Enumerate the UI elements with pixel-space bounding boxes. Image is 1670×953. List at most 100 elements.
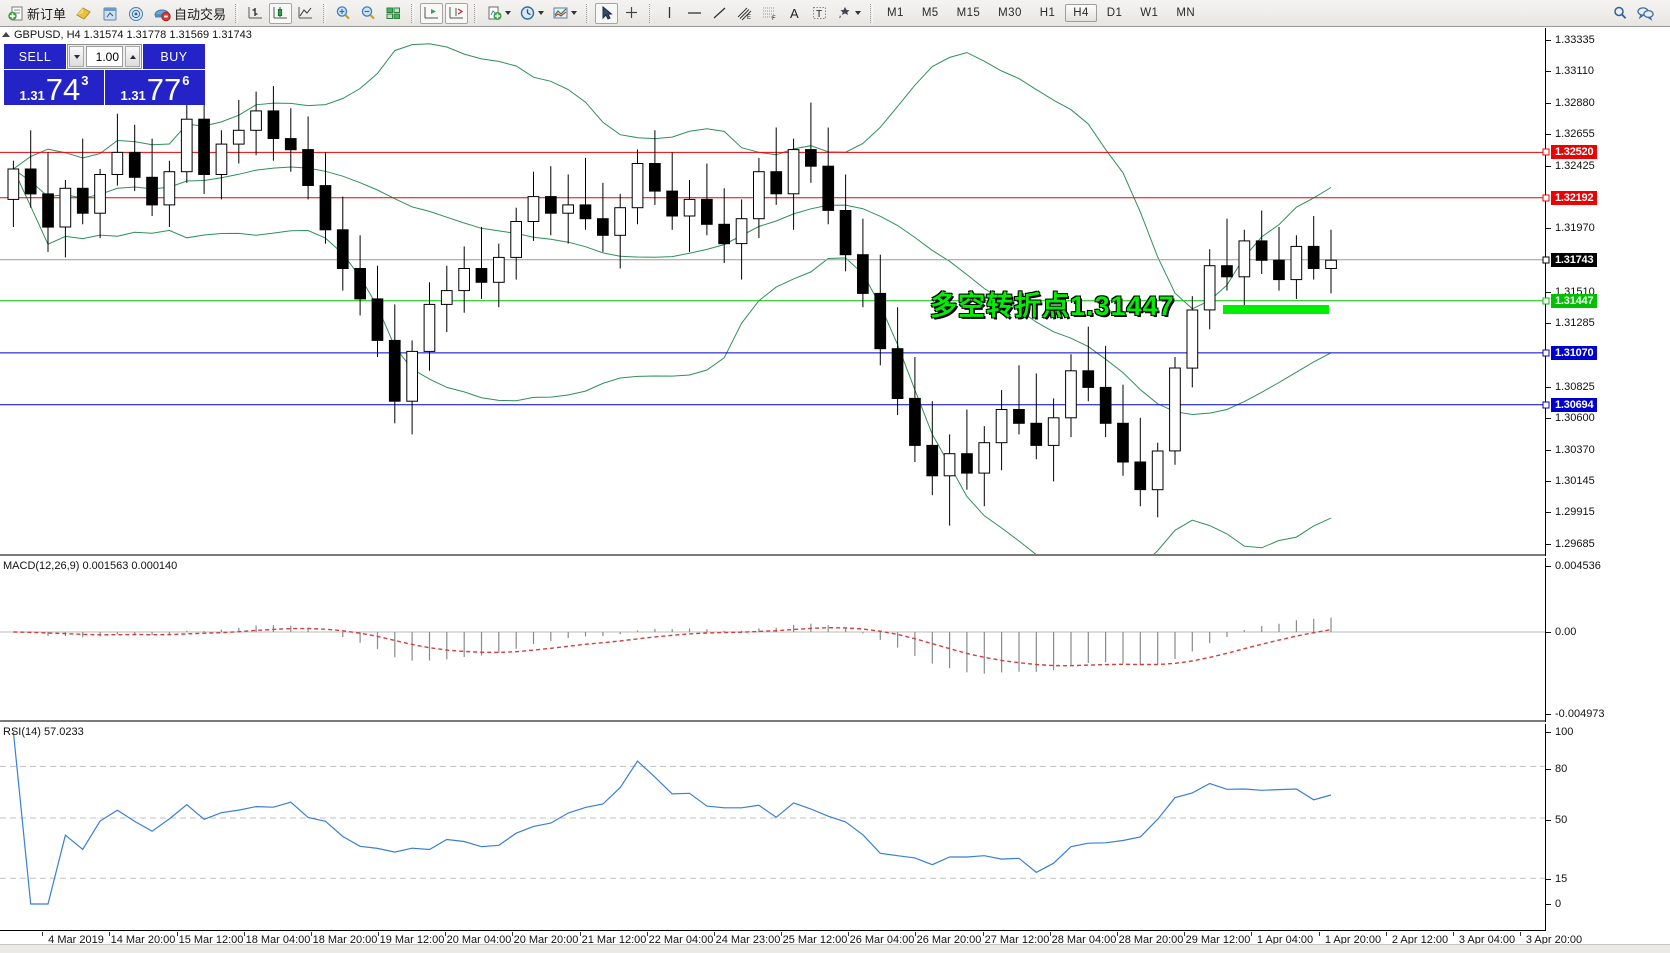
timeframe-w1-button[interactable]: W1	[1140, 7, 1159, 19]
zoom-in-button[interactable]	[332, 3, 355, 24]
buy-button[interactable]: BUY	[143, 44, 205, 69]
time-tick	[781, 932, 782, 936]
rsi-tick: 15	[1546, 873, 1567, 885]
candlestick-chart-button[interactable]	[269, 2, 293, 24]
time-tick	[848, 932, 849, 936]
price-level-tag-resistance[interactable]: 1.32520	[1551, 145, 1598, 160]
timeframe-h1-button[interactable]: H1	[1039, 7, 1056, 19]
price-level-tag-support[interactable]: 1.30694	[1551, 397, 1598, 412]
shapes-button[interactable]	[833, 2, 864, 25]
auto-scroll-button[interactable]	[445, 2, 469, 24]
svg-text:F: F	[772, 16, 776, 21]
volume-increase-button[interactable]	[125, 46, 140, 67]
chevron-down-icon[interactable]	[505, 11, 512, 15]
level-handle[interactable]	[1542, 194, 1550, 202]
expert-advisor-icon	[76, 6, 91, 20]
rsi-line	[12, 731, 1332, 905]
candle-body	[1290, 245, 1303, 281]
time-label: 4 Mar 2019	[48, 934, 104, 946]
level-handle[interactable]	[1542, 256, 1550, 264]
rsi-pane[interactable]: RSI(14) 57.0233	[0, 724, 1545, 931]
sell-price[interactable]: 1.31 74 3	[4, 70, 104, 105]
text-button[interactable]: A	[783, 3, 806, 24]
level-handle[interactable]	[1542, 148, 1550, 156]
candle-body	[215, 143, 228, 175]
volume-stepper[interactable]: 1.00	[67, 44, 142, 69]
toolbar-right-group	[1608, 3, 1666, 24]
timeframe-m1-button[interactable]: M1	[887, 7, 904, 19]
price-scale[interactable]: 1.33335 1.33110 1.32880 1.32655 1.32425 1.319…	[1542, 28, 1670, 556]
cursor-button[interactable]	[595, 2, 619, 24]
bar-chart-button[interactable]	[244, 3, 267, 24]
period-button[interactable]	[516, 2, 547, 25]
timeframe-mn-button[interactable]: MN	[1176, 7, 1196, 19]
volume-input[interactable]: 1.00	[86, 46, 123, 67]
collapse-icon[interactable]	[2, 32, 10, 37]
chevron-down-icon[interactable]	[571, 11, 578, 15]
timeframe-m30-button[interactable]: M30	[998, 7, 1022, 19]
horizontal-line-button[interactable]	[683, 3, 706, 24]
time-tick	[445, 932, 446, 936]
level-handle[interactable]	[1542, 349, 1550, 357]
trendline-button[interactable]	[708, 3, 731, 24]
time-label: 25 Mar 12:00	[782, 934, 848, 946]
chevron-down-icon[interactable]	[855, 11, 862, 15]
level-handle[interactable]	[1542, 297, 1550, 305]
timeframe-h4-button[interactable]: H4	[1065, 4, 1097, 22]
time-tick	[1319, 932, 1320, 936]
toolbar-separator	[586, 3, 590, 23]
buy-price[interactable]: 1.31 77 6	[105, 70, 205, 105]
zoom-in-icon	[336, 6, 350, 20]
sell-button[interactable]: SELL	[4, 44, 66, 69]
fibonacci-button[interactable]: F	[758, 3, 781, 24]
new-order-button[interactable]: 新订单	[5, 2, 69, 25]
tile-windows-button[interactable]	[382, 3, 405, 24]
candle-body	[735, 218, 748, 245]
indicator-button[interactable]	[549, 2, 580, 25]
toolbar-separator	[411, 3, 415, 23]
price-chart-pane[interactable]	[0, 28, 1545, 556]
macd-scale[interactable]: 0.004536 0.00 -0.004973	[1545, 558, 1670, 722]
volume-decrease-button[interactable]	[69, 46, 84, 67]
timeframe-m15-button[interactable]: M15	[956, 7, 981, 19]
auto-trading-button[interactable]: 自动交易	[150, 2, 229, 25]
candle-body	[891, 348, 904, 400]
data-window-button[interactable]	[98, 2, 122, 25]
candle-body	[562, 204, 574, 214]
search-button[interactable]	[1609, 3, 1632, 24]
time-tick	[1453, 932, 1454, 936]
price-level-tag-resistance[interactable]: 1.32192	[1551, 190, 1598, 205]
crosshair-button[interactable]	[620, 3, 643, 24]
navigator-button[interactable]	[124, 2, 148, 25]
candle-body	[458, 268, 470, 292]
chart-shift-button[interactable]	[420, 2, 444, 24]
price-level-tag-last-price[interactable]: 1.31743	[1551, 252, 1598, 267]
time-label: 1 Apr 20:00	[1324, 934, 1382, 946]
zoom-out-button[interactable]	[357, 3, 380, 24]
timeframe-m5-button[interactable]: M5	[921, 7, 939, 19]
macd-pane[interactable]: MACD(12,26,9) 0.001563 0.000140	[0, 558, 1545, 722]
macd-canvas	[0, 617, 1545, 674]
chevron-down-icon[interactable]	[538, 11, 545, 15]
rsi-scale[interactable]: 100 80 50 15 0	[1545, 724, 1670, 931]
candle-body	[510, 221, 522, 258]
chat-button[interactable]	[1634, 3, 1657, 24]
vertical-line-button[interactable]	[658, 3, 681, 24]
toolbar-separator	[474, 3, 478, 23]
sell-price-prefix: 1.31	[19, 88, 45, 103]
rsi-label: RSI(14) 57.0233	[3, 726, 84, 738]
time-tick	[311, 932, 312, 936]
price-level-tag-pivot[interactable]: 1.31447	[1551, 293, 1598, 308]
chat-icon	[1637, 7, 1654, 21]
price-level-tag-support[interactable]: 1.31070	[1551, 345, 1598, 360]
template-button[interactable]	[483, 2, 514, 25]
one-click-trading-panel[interactable]: SELL 1.00 BUY 1.31 74 3 1.31 77 6	[4, 44, 205, 105]
level-handle[interactable]	[1542, 401, 1550, 409]
line-chart-button[interactable]	[294, 3, 317, 24]
time-tick	[244, 932, 245, 936]
expert-advisor-button[interactable]	[71, 2, 96, 25]
text-label-button[interactable]: T	[808, 3, 831, 24]
candle-body	[718, 223, 730, 245]
equidistant-channel-button[interactable]: E	[733, 3, 756, 24]
timeframe-d1-button[interactable]: D1	[1106, 7, 1123, 19]
